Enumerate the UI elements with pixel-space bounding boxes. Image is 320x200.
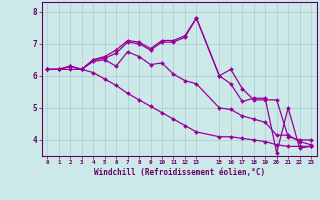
X-axis label: Windchill (Refroidissement éolien,°C): Windchill (Refroidissement éolien,°C) (94, 168, 265, 177)
